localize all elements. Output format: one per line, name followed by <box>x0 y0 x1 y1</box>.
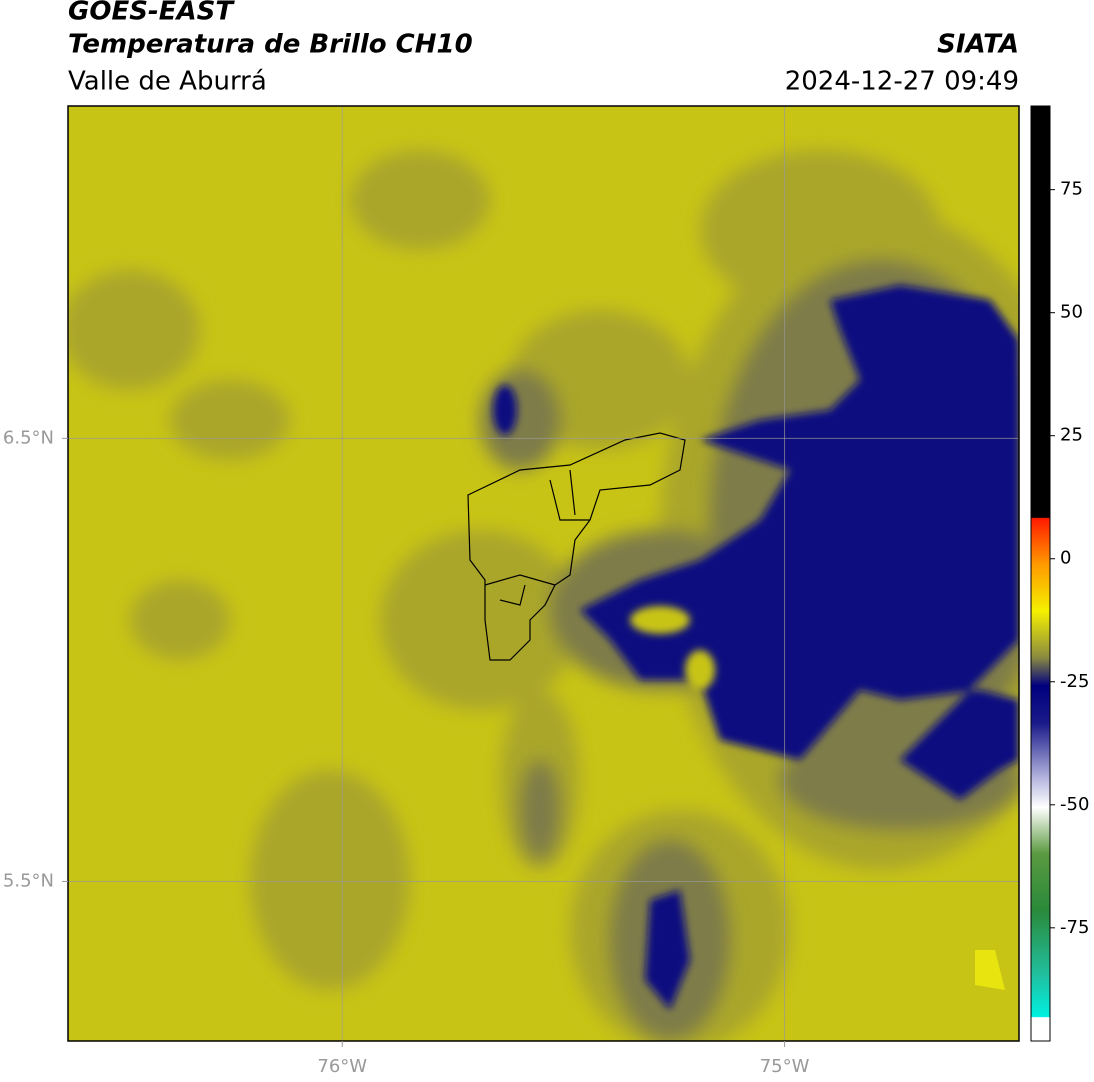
source: SIATA <box>937 30 1019 60</box>
colorbar-tick-label: -75 <box>1060 917 1089 938</box>
y-tick-label: 6.5°N <box>3 427 54 448</box>
x-tick-label: 75°W <box>760 1056 810 1077</box>
colorbar-tick-label: -25 <box>1060 671 1089 692</box>
colorbar-tick-label: 50 <box>1060 302 1083 323</box>
colorbar-tick-label: 0 <box>1060 548 1071 569</box>
x-tick-label: 76°W <box>317 1056 367 1077</box>
subtitle: Temperatura de Brillo CH10 <box>68 30 473 60</box>
region: Valle de Aburrá <box>68 67 267 97</box>
colorbar-tick-label: -50 <box>1060 794 1089 815</box>
satellite-image <box>68 106 1019 1041</box>
map-frame <box>67 105 1020 1042</box>
colorbar-tick-label: 75 <box>1060 179 1083 200</box>
y-tick-label: 5.5°N <box>3 870 54 891</box>
colorbar-tick-label: 25 <box>1060 425 1083 446</box>
datetime: 2024-12-27 09:49 <box>785 67 1019 97</box>
title: GOES-EAST <box>68 0 235 27</box>
colorbar <box>1030 105 1051 1042</box>
